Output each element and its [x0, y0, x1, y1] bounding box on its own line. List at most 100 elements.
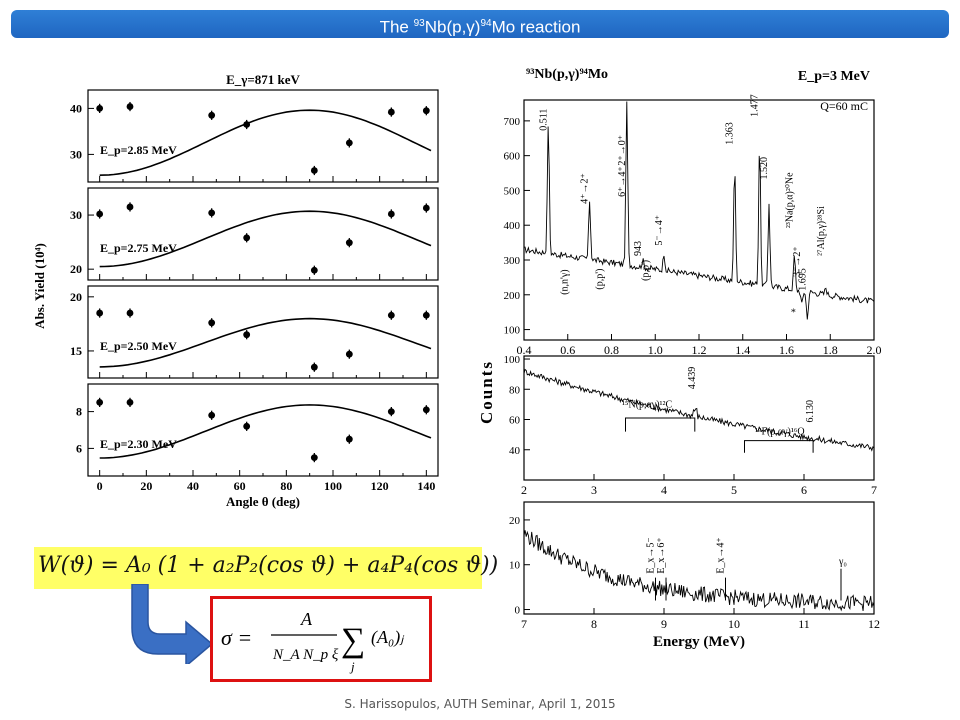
reaction-label: ¹⁵N(p,αγ)¹²C — [622, 399, 673, 410]
angular-distribution-equation: W(ϑ) = A₀ (1 + a₂P₂(cos ϑ) + a₄P₄(cos ϑ)… — [34, 547, 498, 589]
x-tick-label: 7 — [521, 617, 527, 631]
chart-title: E_γ=871 keV — [226, 72, 300, 87]
y-tick-label: 30 — [70, 208, 82, 222]
x-tick-label: 2 — [521, 483, 527, 497]
x-tick-label: 1.8 — [823, 343, 838, 357]
x-tick-label: 12 — [868, 617, 880, 631]
panel-label: E_p=2.75 MeV — [100, 241, 177, 255]
y-tick-label: 100 — [504, 354, 521, 366]
sum-symbol: ∑ — [341, 622, 365, 659]
y-tick-label: 20 — [70, 262, 82, 276]
x-tick-label: 0.4 — [517, 343, 532, 357]
arrow-icon — [131, 584, 214, 664]
peak-label: 943 — [633, 241, 644, 256]
data-point — [310, 167, 318, 174]
reaction-label: 4.439 — [687, 367, 698, 390]
data-point — [345, 239, 353, 247]
data-point — [243, 234, 251, 242]
region-label: (p,p') — [595, 269, 606, 290]
bracket — [625, 417, 696, 432]
peak-label: 6⁺→4⁺ — [617, 166, 628, 197]
data-point — [422, 311, 430, 319]
x-tick-label: 1.6 — [779, 343, 794, 357]
peak-label: 2⁺→0⁺ — [617, 135, 628, 166]
transition-label: E_x→4⁺ — [716, 537, 727, 573]
eq-numerator: A — [300, 609, 313, 629]
x-axis-label: Energy (MeV) — [653, 634, 745, 650]
panel-frame — [87, 383, 439, 477]
x-tick-label: 60 — [234, 479, 246, 493]
charge-label: Q=60 mC — [820, 99, 868, 113]
x-tick-label: 7 — [871, 483, 877, 497]
peak-label: 1.520 — [759, 157, 770, 180]
transition-label: E_x→5⁻ — [646, 537, 657, 573]
y-axis-label: Abs. Yield (10⁴) — [32, 243, 47, 329]
x-tick-label: 40 — [187, 479, 199, 493]
panel-label: E_p=2.50 MeV — [100, 339, 177, 353]
x-tick-label: 0 — [97, 479, 103, 493]
fit-curve — [99, 404, 432, 459]
x-tick-label: 140 — [417, 479, 435, 493]
data-point — [208, 209, 216, 217]
y-tick-label: 20 — [70, 290, 82, 304]
x-tick-label: 1.4 — [735, 343, 750, 357]
fit-curve — [99, 317, 432, 368]
region-label: (p,p') — [641, 260, 652, 281]
data-point — [96, 309, 104, 317]
data-point — [96, 399, 104, 406]
y-tick-label: 700 — [504, 116, 521, 128]
transition-label: E_x→6⁺ — [656, 537, 667, 573]
y-tick-label: 40 — [70, 101, 82, 115]
peak-label: 5⁻→4⁺ — [654, 215, 665, 246]
peak-label: 1.477 — [750, 94, 761, 117]
region-label: * — [791, 308, 796, 319]
y-tick-label: 300 — [504, 255, 521, 267]
spectrum-frame — [523, 355, 875, 481]
y-tick-label: 6 — [76, 441, 82, 455]
panel-label: E_p=2.30 MeV — [100, 437, 177, 451]
y-tick-label: 200 — [504, 290, 521, 302]
x-tick-label: 9 — [661, 617, 667, 631]
equation-text: W(ϑ) = A₀ (1 + a₂P₂(cos ϑ) + a₄P₄(cos ϑ)… — [38, 553, 499, 578]
data-point — [387, 108, 395, 116]
angular-distribution-chart: E_γ=871 keV 30 40 E_p=2.85 MeV 20 30 E_p=2.75 … — [32, 72, 439, 509]
x-tick-label: 0.6 — [560, 343, 575, 357]
data-point — [310, 363, 318, 371]
panel-frame — [87, 89, 439, 183]
y-tick-label: 40 — [509, 445, 521, 457]
spectrum-frame — [523, 501, 875, 615]
bracket — [744, 440, 814, 453]
sum-index: j — [349, 659, 355, 674]
y-tick-label: 15 — [70, 344, 82, 358]
x-tick-label: 1.2 — [692, 343, 707, 357]
x-tick-label: 3 — [591, 483, 597, 497]
slide-title: The 93Nb(p,γ)94Mo reaction — [11, 10, 949, 38]
data-point — [126, 399, 134, 406]
region-label: (n,n'γ) — [560, 269, 571, 294]
spectrum-trace — [523, 530, 875, 612]
y-tick-label: 60 — [509, 415, 521, 427]
x-tick-label: 120 — [371, 479, 389, 493]
x-tick-label: 80 — [280, 479, 292, 493]
peak-label: 1.695 — [797, 268, 808, 291]
y-tick-label: 400 — [504, 220, 521, 232]
x-tick-label: 2.0 — [867, 343, 882, 357]
peak-label: ²⁷Al(p,γ)²⁸Si — [816, 206, 827, 256]
x-tick-label: 20 — [140, 479, 152, 493]
data-point — [310, 454, 318, 461]
beam-energy: E_p=3 MeV — [798, 69, 870, 84]
x-tick-label: 8 — [591, 617, 597, 631]
peak-label: 4⁺→2⁺ — [580, 173, 591, 204]
fit-curve — [99, 109, 432, 176]
peak-label: 0.511 — [538, 109, 549, 131]
x-tick-label: 4 — [661, 483, 667, 497]
x-tick-label: 11 — [798, 617, 810, 631]
x-axis-label: Angle θ (deg) — [226, 494, 300, 509]
y-tick-label: 100 — [504, 325, 521, 337]
data-point — [243, 121, 251, 128]
data-point — [310, 266, 318, 274]
y-tick-label: 8 — [76, 405, 82, 419]
x-tick-label: 5 — [731, 483, 737, 497]
fit-curve — [99, 210, 432, 268]
data-point — [422, 204, 430, 212]
